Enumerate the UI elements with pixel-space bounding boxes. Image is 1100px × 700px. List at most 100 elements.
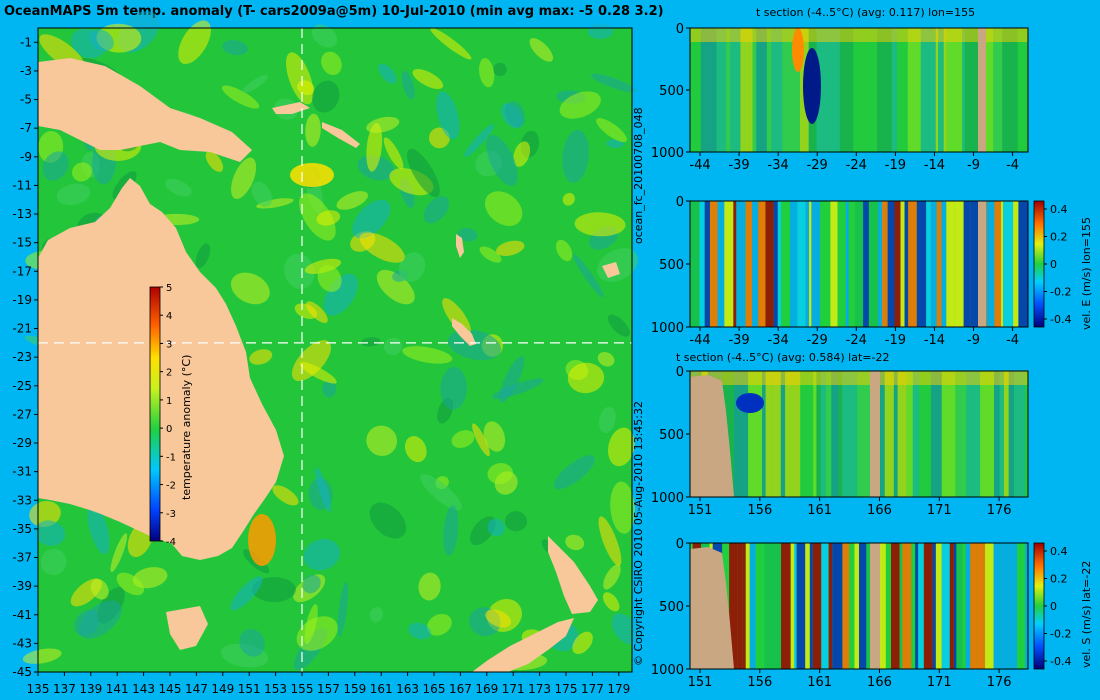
section-stripe — [766, 28, 772, 152]
anomaly-patch — [572, 631, 593, 655]
section-stripe — [941, 371, 956, 497]
anomaly-patch — [251, 181, 273, 207]
section-x-tick-label: -9 — [967, 158, 980, 173]
section-stripe — [980, 371, 983, 497]
section-stripe — [704, 28, 717, 152]
anomaly-map: 135 137 139 141 143 145 147 149 151 153 155 157 159 1… — [12, 11, 639, 696]
section-stripe — [1000, 543, 1009, 669]
section-x-tick-label: -9 — [967, 333, 980, 348]
map-x-tick-label: 159 — [343, 682, 366, 696]
section-x-tick-label: -14 — [924, 158, 945, 173]
map-y-tick-label: -31 — [12, 465, 32, 479]
anomaly-patch — [590, 73, 637, 93]
map-x-tick-label: 147 — [185, 682, 208, 696]
map-x-tick-label: 139 — [79, 682, 102, 696]
anomaly-patch — [249, 349, 273, 365]
section-stripe — [855, 201, 864, 327]
section-coast-land — [690, 547, 734, 669]
section-stripe — [773, 201, 778, 327]
anomaly-patch — [221, 85, 260, 109]
anomaly-patch — [303, 539, 341, 571]
section-stripe — [781, 201, 791, 327]
anomaly-patch — [165, 178, 192, 197]
section-stripe — [956, 543, 963, 669]
section-stripe — [709, 201, 718, 327]
anomaly-patch — [483, 421, 506, 452]
section-stripe — [891, 28, 897, 152]
section-stripe — [904, 201, 909, 327]
section-stripe — [897, 371, 907, 497]
section-stripe — [751, 201, 759, 327]
section-stripe — [878, 543, 886, 669]
section-stripe — [963, 201, 971, 327]
map-y-axis: -1 -3 -5 -7 -9 -11 -13 -15 -17 -19 -21 -23 -25 -27 -29… — [12, 35, 38, 679]
anomaly-patch — [529, 38, 554, 62]
anomaly-patch — [360, 337, 381, 347]
section-stripe — [982, 371, 994, 497]
anomaly-patch — [252, 577, 296, 603]
anomaly-patch — [178, 20, 211, 65]
map-x-tick-label: 167 — [449, 682, 472, 696]
map-y-tick-label: -1 — [20, 35, 32, 49]
new-britain-land — [272, 102, 310, 114]
section-stripe — [973, 201, 982, 327]
surface-warm-layer — [690, 371, 1028, 385]
section-stripe — [923, 543, 933, 669]
section-stripe — [962, 28, 965, 152]
section-stripe — [838, 371, 843, 497]
section-stripe — [690, 201, 700, 327]
section-stripe — [908, 201, 917, 327]
section-stripe — [816, 371, 821, 497]
section-panel-4: 0 500 1000 151 156 161 166 171 176 — [651, 537, 1029, 690]
new-zealand-south — [472, 618, 574, 672]
section-x-tick-label: -29 — [807, 158, 828, 173]
section-x-tick-label: -24 — [846, 333, 867, 348]
vel-colorbar-tick-label: -0.4 — [1050, 313, 1071, 326]
section-stripe — [811, 201, 820, 327]
surface-warm-layer — [690, 28, 1028, 42]
anomaly-patch — [230, 157, 257, 200]
anomaly-patch — [376, 269, 415, 305]
map-y-tick-label: -37 — [12, 551, 32, 565]
map-x-tick-label: 149 — [211, 682, 234, 696]
section-stripe — [1003, 201, 1014, 327]
section-stripe — [887, 201, 895, 327]
section-stripe — [822, 201, 831, 327]
anomaly-patch — [504, 511, 528, 532]
section-stripe — [966, 371, 981, 497]
section-stripe — [1008, 371, 1014, 497]
vel-colorbar-tick-label: 0 — [1050, 600, 1057, 613]
anomaly-patch — [610, 481, 636, 534]
section-stripe — [857, 371, 873, 497]
section-stripe — [993, 543, 1001, 669]
section-stripe — [915, 543, 919, 669]
forecast-side-label: ocean_fc_20100708_048 — [632, 107, 645, 244]
map-y-tick-label: -39 — [12, 579, 32, 593]
cold-anomaly-core — [803, 48, 821, 124]
section-stripe — [700, 28, 705, 152]
map-y-tick-label: -11 — [12, 178, 32, 192]
section-stripe — [849, 543, 855, 669]
section-stripe — [742, 543, 746, 669]
anomaly-patch — [442, 298, 471, 335]
section-x-tick-label: 176 — [987, 675, 1012, 690]
cold-anomaly-core — [736, 393, 764, 413]
section-x-tick-label: -39 — [728, 158, 749, 173]
anomaly-patch — [222, 40, 248, 56]
section-x-tick-label: -29 — [807, 333, 828, 348]
vel-e-colorbar-label: vel. E (m/s) lon=155 — [1080, 217, 1093, 330]
section-stripe — [970, 543, 977, 669]
section-stripe — [854, 543, 859, 669]
anomaly-patch — [606, 139, 624, 148]
anomaly-patch — [286, 52, 314, 105]
section-stripe — [936, 201, 942, 327]
anomaly-patch — [430, 27, 472, 60]
colorbar-tick-label: 3 — [166, 339, 172, 350]
section-stripe — [935, 543, 942, 669]
warm-anomaly-core — [792, 28, 804, 72]
map-x-tick-label: 161 — [370, 682, 393, 696]
section-stripe — [882, 201, 886, 327]
anomaly-patch — [420, 474, 462, 511]
section-stripe — [1018, 201, 1028, 327]
anomaly-patch — [554, 455, 596, 490]
